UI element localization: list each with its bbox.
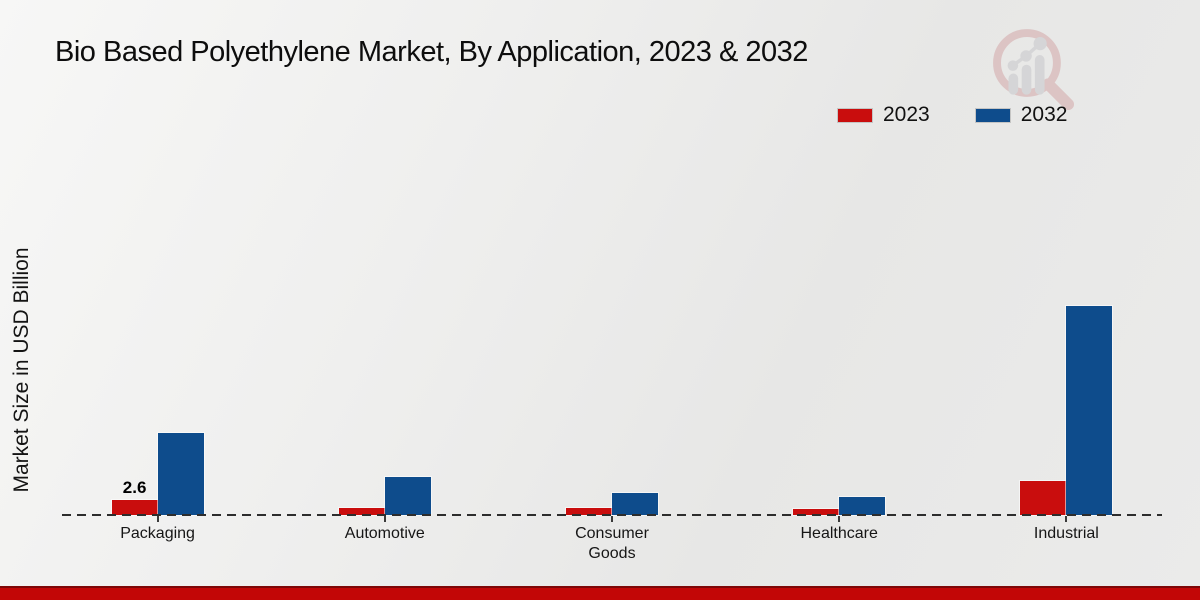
- bar-2023-industrial: [1019, 480, 1068, 516]
- legend-swatch-2032: [975, 108, 1010, 122]
- magnifier-chart-logo-icon: [993, 29, 1075, 111]
- bar-2023-packaging: [110, 499, 159, 516]
- x-axis-tick-industrial: [1065, 516, 1068, 522]
- x-axis-label-industrial: Industrial: [1033, 525, 1099, 542]
- bar-2032-industrial: [1065, 305, 1114, 516]
- x-axis-tick-healthcare: [838, 516, 841, 522]
- chart-title: Bio Based Polyethylene Market, By Applic…: [55, 36, 808, 68]
- legend-item-2023: 2023: [838, 103, 930, 127]
- x-axis-label-automotive: Automotive: [344, 525, 425, 542]
- bar-2023-automotive: [337, 507, 386, 516]
- x-axis-label-consumer-goods: Consumer Goods: [575, 525, 649, 562]
- bar-2023-healthcare: [792, 508, 841, 516]
- bar-2023-consumer-goods: [565, 507, 613, 516]
- legend-item-2032: 2032: [975, 103, 1068, 127]
- x-axis-label-healthcare: Healthcare: [800, 525, 878, 542]
- x-axis-tick-automotive: [383, 516, 386, 522]
- bar-2032-packaging: [156, 432, 205, 516]
- legend: 2023 2032: [838, 103, 1067, 127]
- x-axis-label-packaging: Packaging: [120, 525, 195, 542]
- bar-2032-healthcare: [838, 496, 887, 516]
- bar-2032-consumer-goods: [611, 492, 659, 516]
- bar-value-label-packaging: 2.6: [122, 477, 147, 497]
- legend-swatch-2023: [838, 108, 872, 122]
- bar-2032-automotive: [383, 476, 432, 516]
- legend-label-2032: 2032: [1020, 103, 1068, 126]
- x-axis-tick-packaging: [156, 516, 159, 522]
- legend-label-2023: 2023: [883, 103, 930, 126]
- footer-accent-bar: [0, 586, 1200, 600]
- x-axis-tick-consumer-goods: [611, 516, 613, 522]
- x-axis-baseline: [62, 514, 1162, 516]
